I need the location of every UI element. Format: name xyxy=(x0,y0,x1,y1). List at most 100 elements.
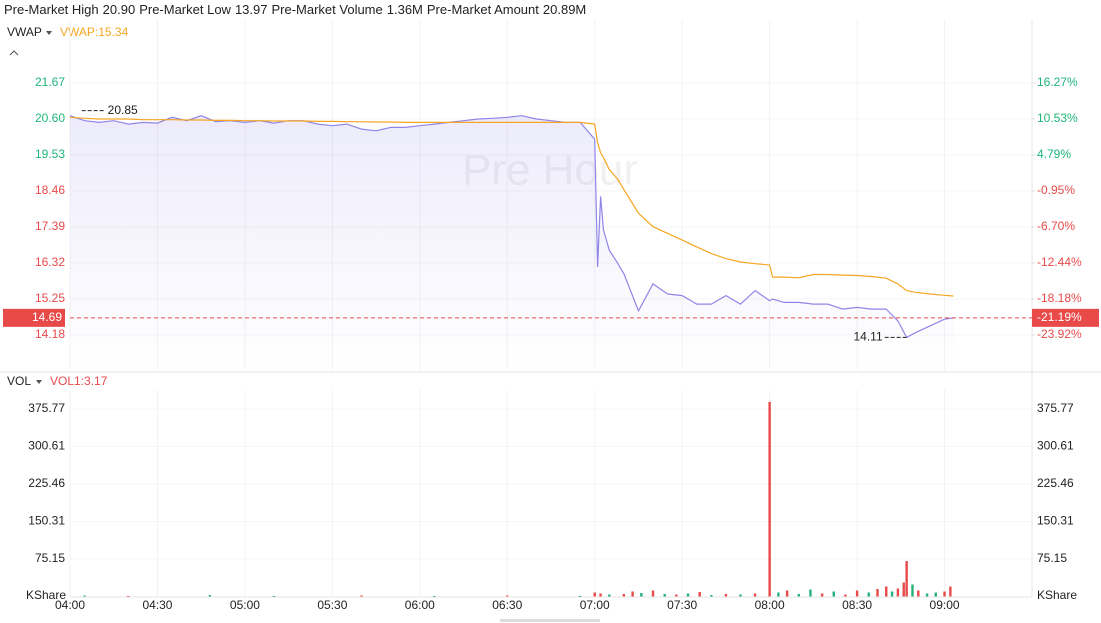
header: Pre-Market High 20.90 Pre-Market Low 13.97 P… xyxy=(4,2,590,17)
x-tick-label: 04:30 xyxy=(142,598,172,612)
y-tick-label: 19.53 xyxy=(35,147,65,161)
y-tick-label: 75.15 xyxy=(1037,551,1067,565)
volume-bar xyxy=(785,590,789,597)
last-price-label: 14.69 xyxy=(32,310,62,324)
y-tick-label: 16.32 xyxy=(35,255,65,269)
stat-value: 20.89M xyxy=(542,2,587,17)
volume-bar xyxy=(631,591,634,597)
volume-bar xyxy=(593,592,596,597)
indicator-name[interactable]: VOL xyxy=(7,374,31,388)
x-tick-label: 08:30 xyxy=(842,598,872,612)
volume-bar xyxy=(809,589,812,597)
y2-tick-label: -23.92% xyxy=(1037,327,1082,341)
volume-bar xyxy=(768,401,771,597)
x-tick-label: 07:00 xyxy=(580,598,610,612)
volume-bar xyxy=(925,593,929,597)
y2-tick-label: 10.53% xyxy=(1037,111,1078,125)
annotation-label: 14.11 xyxy=(854,330,883,344)
y2-tick-label: -18.18% xyxy=(1037,291,1082,305)
y-tick-label: 75.15 xyxy=(35,551,65,565)
annotation-label: 20.85 xyxy=(108,103,138,117)
y-tick-label: 150.31 xyxy=(1037,514,1074,528)
volume-bar xyxy=(599,593,602,597)
volume-bar xyxy=(896,588,900,597)
unit-label: KShare xyxy=(1037,588,1077,602)
y2-tick-label: 16.27% xyxy=(1037,75,1078,89)
dropdown-icon[interactable] xyxy=(46,31,52,35)
y2-tick-label: -12.44% xyxy=(1037,255,1082,269)
volume-bar xyxy=(820,593,824,597)
volume-bar xyxy=(832,591,835,597)
stat-value: 1.36M xyxy=(386,2,423,17)
y-tick-label: 15.25 xyxy=(35,291,65,305)
y-tick-label: 18.46 xyxy=(35,183,65,197)
last-change-box xyxy=(1032,308,1099,327)
volume-bar xyxy=(905,561,908,597)
volume-bar xyxy=(622,594,626,597)
y-tick-label: 20.60 xyxy=(35,111,65,125)
last-change-label: -21.19% xyxy=(1037,310,1082,324)
last-price-box xyxy=(3,308,65,327)
y-tick-label: 17.39 xyxy=(35,219,65,233)
scrollbar[interactable] xyxy=(500,619,600,622)
indicator-name[interactable]: VWAP xyxy=(7,25,42,39)
y-tick-label: 225.46 xyxy=(28,476,65,490)
volume-bar xyxy=(640,593,643,597)
price-area xyxy=(70,115,954,370)
volume-bar xyxy=(876,589,879,597)
volume-bar xyxy=(943,591,946,597)
x-tick-label: 05:00 xyxy=(230,598,260,612)
volume-bar xyxy=(360,595,363,597)
volume-bar xyxy=(867,592,870,597)
stat-label: Pre-Market Low xyxy=(139,2,231,17)
stat-value: 20.90 xyxy=(102,2,136,17)
volume-bar xyxy=(651,590,655,597)
collapse-icon[interactable] xyxy=(9,50,19,56)
stat-label: Pre-Market Amount xyxy=(426,2,539,17)
volume-bar xyxy=(578,596,582,597)
y-tick-label: 150.31 xyxy=(28,514,65,528)
x-tick-label: 05:30 xyxy=(317,598,347,612)
y2-tick-label: -0.95% xyxy=(1037,183,1075,197)
y2-tick-label: 4.79% xyxy=(1037,147,1071,161)
x-tick-label: 06:00 xyxy=(405,598,435,612)
x-tick-label: 06:30 xyxy=(492,598,522,612)
volume-bar xyxy=(710,595,713,597)
volume-bar xyxy=(686,593,690,597)
indicator-value: VOL1:3.17 xyxy=(50,374,108,388)
volume-bar xyxy=(506,595,509,597)
volume-bar xyxy=(208,595,212,597)
volume-bar xyxy=(890,591,894,597)
volume-bar xyxy=(127,596,130,597)
y-tick-label: 21.67 xyxy=(35,75,65,89)
y-tick-label: 300.61 xyxy=(28,439,65,453)
volume-bar xyxy=(724,594,728,597)
volume-bar xyxy=(433,596,436,597)
volume-bar xyxy=(885,586,888,597)
unit-label: KShare xyxy=(26,588,66,602)
y-tick-label: 225.46 xyxy=(1037,476,1074,490)
x-tick-label: 07:30 xyxy=(667,598,697,612)
volume-bar xyxy=(739,594,742,597)
y-tick-label: 375.77 xyxy=(28,401,65,415)
volume-bar xyxy=(911,584,914,597)
volume-bar xyxy=(844,594,847,597)
volume-bar xyxy=(663,594,666,597)
stat-value: 13.97 xyxy=(234,2,268,17)
volume-bar xyxy=(698,592,701,597)
dropdown-icon[interactable] xyxy=(36,380,42,384)
y-tick-label: 375.77 xyxy=(1037,401,1074,415)
volume-bar xyxy=(855,590,859,597)
indicator-value: VWAP:15.34 xyxy=(60,25,129,39)
volume-bar xyxy=(753,593,757,597)
volume-bar xyxy=(797,594,800,597)
stat-label: Pre-Market Volume xyxy=(271,2,383,17)
volume-bar xyxy=(902,582,905,597)
volume-bar xyxy=(272,596,276,597)
volume-bar xyxy=(608,594,611,597)
y-tick-label: 14.18 xyxy=(35,327,65,341)
stat-label: Pre-Market High xyxy=(4,2,99,17)
y2-tick-label: -6.70% xyxy=(1037,219,1075,233)
